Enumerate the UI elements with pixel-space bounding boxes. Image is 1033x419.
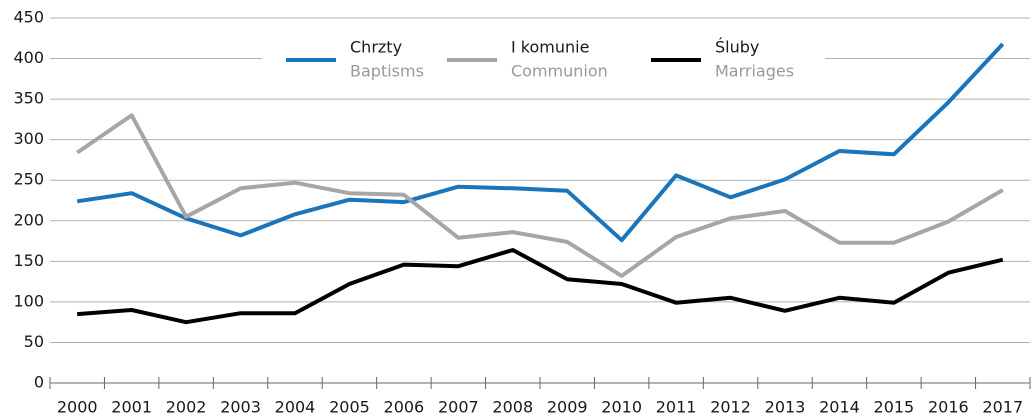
x-tick-label: 2007	[438, 398, 479, 417]
x-tick-label: 2012	[710, 398, 751, 417]
x-tick-label: 2006	[384, 398, 425, 417]
y-tick-label: 250	[13, 170, 44, 189]
x-tick-label: 2015	[874, 398, 915, 417]
x-tick-label: 2011	[656, 398, 697, 417]
x-tick-label: 2003	[220, 398, 261, 417]
line-series	[76, 42, 1005, 243]
x-tick-label: 2009	[547, 398, 588, 417]
y-tick-label: 200	[13, 210, 44, 229]
legend-label-secondary: Marriages	[715, 62, 794, 81]
x-tick-label: 2000	[57, 398, 98, 417]
y-tick-label: 400	[13, 48, 44, 67]
x-tick-label: 2004	[275, 398, 316, 417]
legend-label-secondary: Communion	[511, 62, 608, 81]
legend-label-secondary: Baptisms	[350, 62, 424, 81]
y-tick-label: 100	[13, 291, 44, 310]
x-tick-label: 2001	[111, 398, 152, 417]
x-tick-label: 2002	[166, 398, 207, 417]
x-tick-label: 2016	[928, 398, 969, 417]
y-tick-label: 50	[24, 332, 44, 351]
legend-label: Chrzty	[350, 38, 402, 57]
legend-label: I komunie	[511, 38, 589, 57]
line-series	[77, 248, 1004, 325]
x-tick-label: 2017	[982, 398, 1023, 417]
x-tick-label: 2008	[492, 398, 533, 417]
x-tick-label: 2014	[819, 398, 860, 417]
y-tick-label: 450	[13, 8, 44, 27]
legend-background	[262, 30, 825, 86]
x-tick-label: 2013	[765, 398, 806, 417]
y-tick-label: 300	[13, 129, 44, 148]
legend-label: Śluby	[715, 38, 759, 57]
y-tick-label: 350	[13, 89, 44, 108]
y-tick-label: 150	[13, 251, 44, 270]
y-tick-label: 0	[34, 373, 44, 392]
x-tick-label: 2005	[329, 398, 370, 417]
x-tick-label: 2010	[601, 398, 642, 417]
line-series	[76, 113, 1004, 278]
